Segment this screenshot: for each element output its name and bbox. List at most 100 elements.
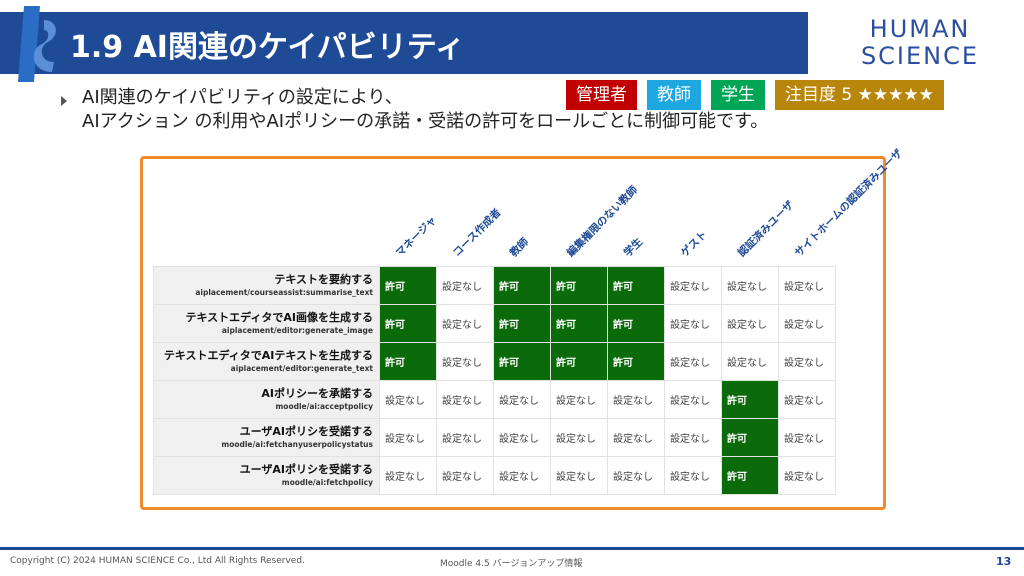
table-row: AIポリシーを承諾する moodle/ai:acceptpolicy 設定なし 設定な… (153, 380, 836, 419)
permission-cell: 設定なし (664, 342, 722, 381)
permission-cell: 許可 (493, 342, 551, 381)
column-header: 教師 (507, 235, 532, 260)
capability-code: moodle/ai:fetchpolicy (281, 478, 373, 487)
badge-teacher: 教師 (647, 80, 701, 110)
permission-cell: 許可 (721, 418, 779, 457)
permission-cell: 許可 (721, 380, 779, 419)
capability-code: aiplacement/editor:generate_image (221, 326, 373, 335)
permission-cell: 設定なし (607, 456, 665, 495)
permission-cell: 許可 (607, 342, 665, 381)
table-row: テキストを要約する aiplacement/courseassist:summar… (153, 266, 836, 305)
badge-student: 学生 (711, 80, 765, 110)
column-header: ゲスト (678, 228, 710, 260)
permission-cell: 設定なし (436, 418, 494, 457)
permission-cell: 許可 (550, 266, 608, 305)
permission-cell: 設定なし (607, 418, 665, 457)
capability-name: テキストエディタでAIテキストを生成する (163, 349, 373, 362)
permission-cell: 設定なし (493, 456, 551, 495)
table-row: ユーザAIポリシを受諾する moodle/ai:fetchpolicy 設定なし 設定… (153, 456, 836, 495)
permission-cell: 設定なし (721, 266, 779, 305)
capability-code: moodle/ai:fetchanyuserpolicystatus (221, 440, 373, 449)
footer-divider (0, 547, 1024, 550)
capability-code: aiplacement/editor:generate_text (230, 364, 373, 373)
capability-name: テキストを要約する (274, 273, 373, 286)
badge-attention-rating: 注目度 5 ★★★★★ (775, 80, 944, 110)
permission-cell: 許可 (379, 342, 437, 381)
permission-cell: 設定なし (379, 418, 437, 457)
bullet-arrow-icon (61, 96, 67, 106)
column-header: マネージャ (393, 214, 439, 260)
brand-line1: HUMAN (869, 15, 971, 43)
permission-cell: 設定なし (664, 304, 722, 343)
slide-title: 1.9 AI関連のケイパビリティ (70, 30, 465, 65)
table-row: テキストエディタでAI画像を生成する aiplacement/editor:gen… (153, 304, 836, 343)
permission-cell: 設定なし (436, 456, 494, 495)
capability-name: テキストエディタでAI画像を生成する (185, 311, 373, 324)
page-number: 13 (996, 555, 1012, 568)
permission-cell: 許可 (721, 456, 779, 495)
permission-cell: 許可 (607, 304, 665, 343)
permission-cell: 許可 (550, 304, 608, 343)
permission-cell: 設定なし (664, 418, 722, 457)
capability-table-frame: マネージャ コース作成者 教師 編集権限のない教師 学生 ゲスト 認証済みユーザ サイトホーム… (140, 147, 905, 510)
column-header: 学生 (621, 235, 646, 260)
column-header: サイトホームの認証済みユーザ (792, 147, 905, 260)
permission-cell: 設定なし (664, 456, 722, 495)
permission-cell: 許可 (550, 342, 608, 381)
capability-label: ユーザAIポリシを受諾する moodle/ai:fetchanyuserpolic… (153, 418, 380, 457)
permission-cell: 許可 (379, 266, 437, 305)
column-header: 認証済みユーザ (735, 198, 797, 260)
capability-label: テキストを要約する aiplacement/courseassist:summar… (153, 266, 380, 305)
permission-cell: 設定なし (778, 304, 836, 343)
permission-cell: 設定なし (436, 342, 494, 381)
description: AI関連のケイパビリティの設定により、 AIアクション の利用やAIポリシーの承… (82, 86, 768, 134)
capability-label: ユーザAIポリシを受諾する moodle/ai:fetchpolicy (153, 456, 380, 495)
permission-cell: 設定なし (664, 266, 722, 305)
permission-cell: 設定なし (721, 304, 779, 343)
column-header: コース作成者 (450, 206, 504, 260)
brand-logo: HUMAN SCIENCE (830, 16, 1010, 70)
permission-cell: 設定なし (778, 418, 836, 457)
permission-cell: 許可 (379, 304, 437, 343)
description-line2: AIアクション の利用やAIポリシーの承諾・受諾の許可をロールごとに制御可能です… (82, 111, 769, 132)
permission-cell: 設定なし (436, 304, 494, 343)
permission-cell: 設定なし (778, 266, 836, 305)
capability-name: ユーザAIポリシを受諾する (239, 463, 373, 476)
permission-cell: 設定なし (721, 342, 779, 381)
table-row: ユーザAIポリシを受諾する moodle/ai:fetchanyuserpolic… (153, 418, 836, 457)
capability-code: moodle/ai:acceptpolicy (275, 402, 373, 411)
permission-cell: 設定なし (493, 418, 551, 457)
title-bar (0, 12, 808, 74)
capability-label: テキストエディタでAIテキストを生成する aiplacement/editor:g… (153, 342, 380, 381)
permission-cell: 設定なし (436, 380, 494, 419)
permission-cell: 設定なし (493, 380, 551, 419)
permission-cell: 設定なし (379, 380, 437, 419)
brand-s-logo-icon (18, 6, 56, 82)
permission-cell: 設定なし (550, 456, 608, 495)
permission-cell: 設定なし (664, 380, 722, 419)
permission-cell: 許可 (493, 266, 551, 305)
permission-cell: 設定なし (379, 456, 437, 495)
role-badges: 管理者 教師 学生 注目度 5 ★★★★★ (566, 80, 944, 110)
permission-cell: 許可 (607, 266, 665, 305)
permission-cell: 設定なし (607, 380, 665, 419)
capability-table: テキストを要約する aiplacement/courseassist:summar… (153, 266, 836, 495)
capability-code: aiplacement/courseassist:summarise_text (195, 288, 373, 297)
capability-label: テキストエディタでAI画像を生成する aiplacement/editor:gen… (153, 304, 380, 343)
permission-cell: 設定なし (550, 418, 608, 457)
description-line1: AI関連のケイパビリティの設定により、 (82, 87, 403, 108)
capability-name: AIポリシーを承諾する (261, 387, 373, 400)
capability-name: ユーザAIポリシを受諾する (239, 425, 373, 438)
copyright: Copyright (C) 2024 HUMAN SCIENCE Co., Lt… (10, 556, 305, 566)
capability-label: AIポリシーを承諾する moodle/ai:acceptpolicy (153, 380, 380, 419)
permission-cell: 設定なし (778, 380, 836, 419)
permission-cell: 設定なし (778, 342, 836, 381)
permission-cell: 許可 (493, 304, 551, 343)
permission-cell: 設定なし (778, 456, 836, 495)
permission-cell: 設定なし (436, 266, 494, 305)
permission-cell: 設定なし (550, 380, 608, 419)
table-row: テキストエディタでAIテキストを生成する aiplacement/editor:g… (153, 342, 836, 381)
product-name: Moodle 4.5 バージョンアップ情報 (440, 559, 583, 569)
brand-line2: SCIENCE (860, 42, 980, 70)
badge-admin: 管理者 (566, 80, 637, 110)
